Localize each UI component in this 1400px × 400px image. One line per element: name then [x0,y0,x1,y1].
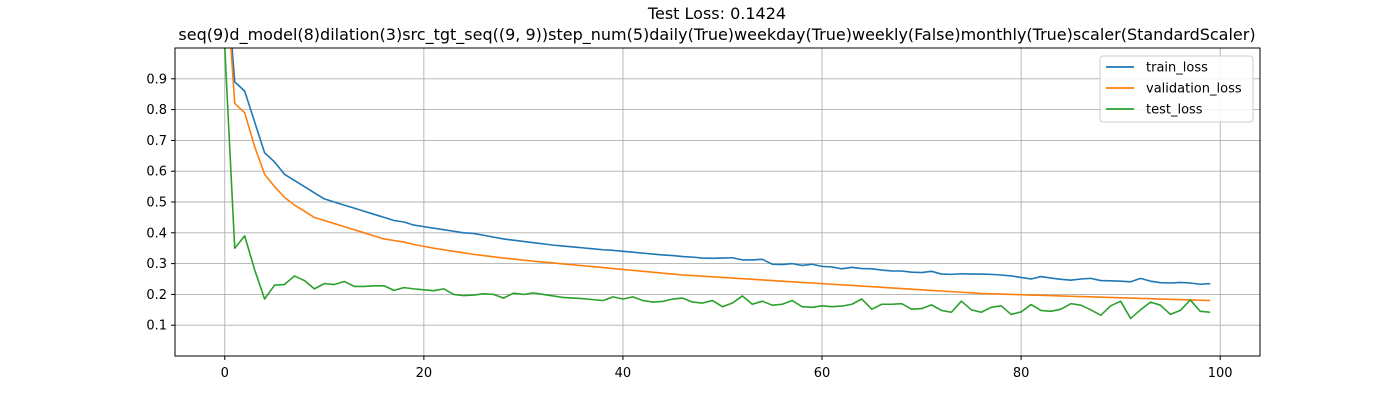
y-tick-label: 0.5 [146,196,167,211]
chart-subtitle: seq(9)d_model(8)dilation(3)src_tgt_seq((… [178,25,1255,45]
y-tick-label: 0.6 [146,165,167,180]
series-line-train-loss [231,48,1211,286]
x-tick-label: 0 [221,366,229,381]
x-tick-label: 60 [814,366,831,381]
chart-title: Test Loss: 0.1424 [647,4,786,23]
x-tick-label: 20 [416,366,433,381]
series-line-test-loss [223,48,1211,320]
y-axis: 0.1 0.2 0.3 0.4 0.5 0.6 0.7 0.8 0.9 [146,72,175,334]
legend: train_loss validation_loss test_loss [1099,55,1254,123]
legend-label-test-loss: test_loss [1146,103,1203,118]
legend-box [1099,55,1254,123]
legend-label-validation-loss: validation_loss [1146,82,1242,97]
y-tick-label: 0.4 [146,226,167,241]
grid [175,48,1260,356]
legend-label-train-loss: train_loss [1146,61,1208,76]
series-line-validation-loss [230,48,1211,302]
y-tick-label: 0.3 [146,257,167,272]
y-tick-label: 0.1 [146,319,167,334]
y-tick-label: 0.7 [146,134,167,149]
y-tick-label: 0.9 [146,72,167,87]
x-axis: 0 20 40 60 80 100 [221,356,1233,381]
y-tick-label: 0.2 [146,288,167,303]
x-tick-label: 40 [615,366,632,381]
x-tick-label: 100 [1208,366,1233,381]
series-lines [223,48,1211,320]
y-tick-label: 0.8 [146,103,167,118]
x-tick-label: 80 [1013,366,1030,381]
